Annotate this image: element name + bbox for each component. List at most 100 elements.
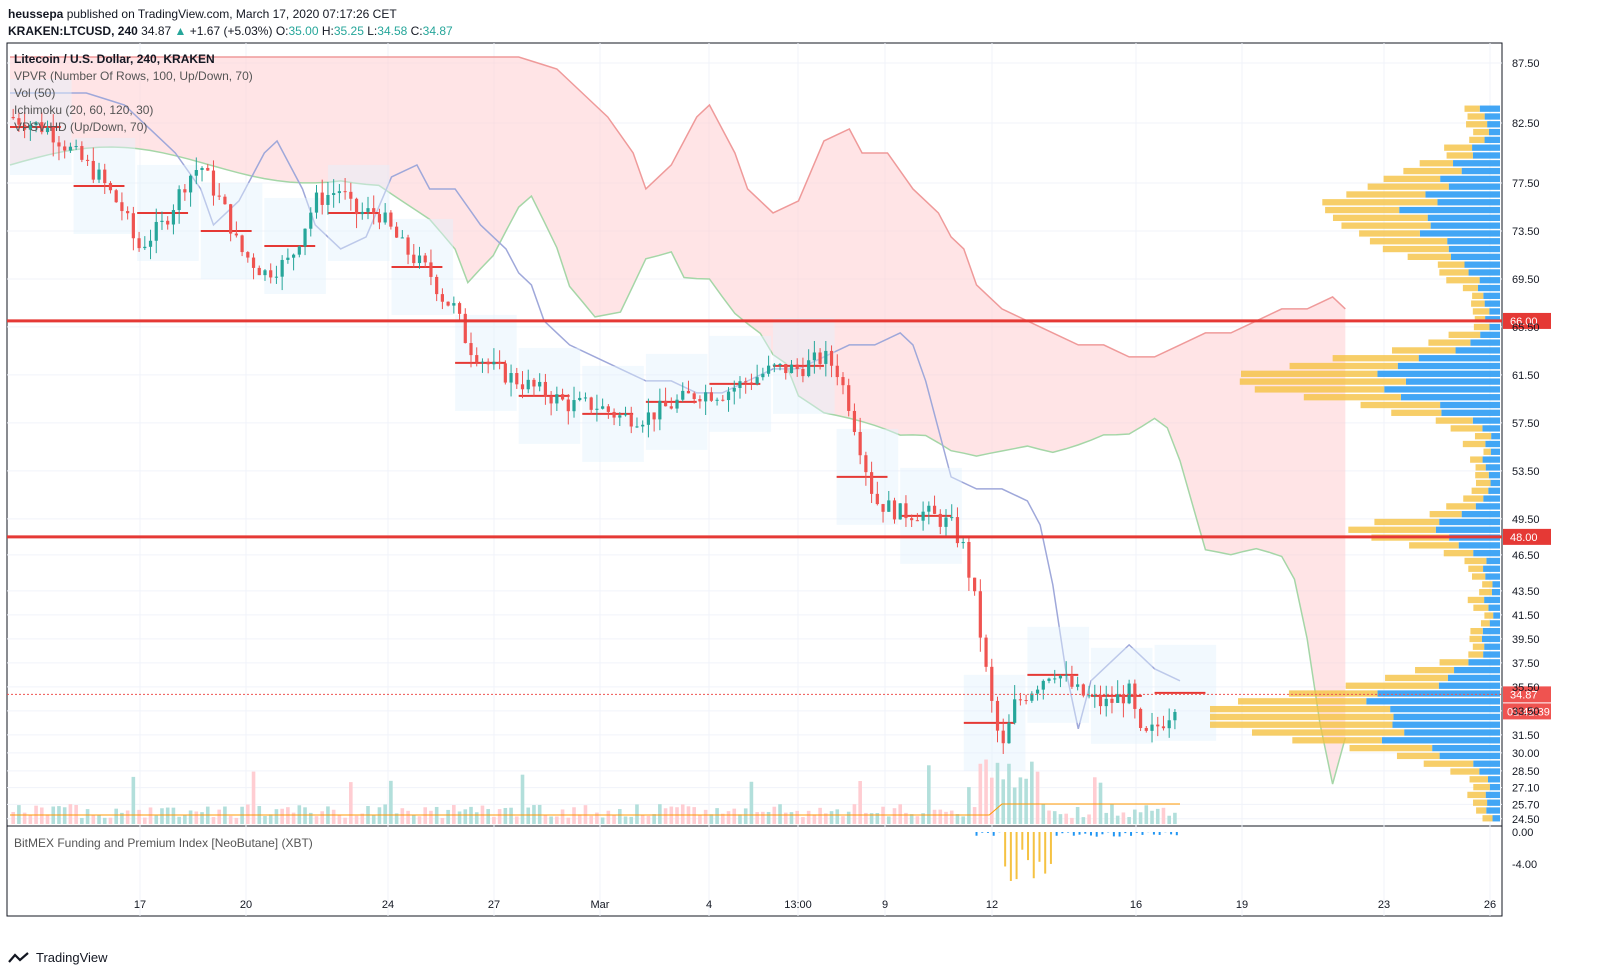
candle-body — [412, 254, 416, 264]
candle-body — [1133, 683, 1137, 709]
y-tick-label: 30.00 — [1512, 748, 1540, 760]
volume-bar — [280, 808, 284, 824]
funding-bar — [1135, 832, 1138, 833]
vp-down-bar — [1482, 581, 1493, 588]
y-tick-label: 49.50 — [1512, 514, 1540, 526]
vp-down-bar — [1435, 417, 1473, 424]
candle-body — [950, 517, 954, 519]
vp-up-bar — [1448, 183, 1500, 190]
subpane-title[interactable]: BitMEX Funding and Premium Index [NeoBut… — [14, 836, 313, 850]
candle-body — [955, 517, 960, 544]
candle-body — [984, 637, 988, 667]
vp-up-bar — [1492, 581, 1500, 588]
funding-bar — [975, 832, 978, 836]
vp-up-bar — [1489, 308, 1500, 315]
y-tick-label: 28.50 — [1512, 766, 1540, 778]
candle-body — [343, 191, 347, 193]
volume-bar — [806, 810, 811, 824]
volume-bar — [446, 809, 450, 824]
candle-body — [126, 211, 130, 214]
volume-bar — [1052, 811, 1057, 824]
volume-bar — [640, 815, 645, 824]
candle-body — [188, 175, 193, 193]
candle-body — [263, 270, 267, 276]
legend-volume[interactable]: Vol (50) — [14, 86, 55, 100]
funding-bar — [1112, 832, 1115, 837]
candle-body — [469, 343, 473, 356]
vp-up-bar — [1472, 152, 1500, 159]
volume-bar — [492, 816, 496, 824]
funding-bar — [1170, 832, 1173, 835]
volume-bar — [738, 814, 742, 824]
volume-bar — [595, 812, 599, 824]
vp-up-bar — [1399, 206, 1500, 214]
volume-bar — [200, 812, 204, 824]
volume-bar — [28, 814, 33, 824]
candle-body — [812, 352, 816, 361]
candle-body — [807, 360, 811, 377]
volume-bar — [371, 815, 376, 824]
span-a-line — [9, 146, 1347, 785]
volume-bar — [114, 808, 118, 824]
y-tick-label: 27.10 — [1512, 783, 1540, 795]
candle-body — [538, 381, 542, 387]
candle-body — [63, 146, 67, 151]
candle-body — [1024, 700, 1028, 702]
candle-body — [841, 377, 845, 386]
volume-bar — [85, 809, 90, 824]
vp-down-bar — [1450, 425, 1483, 432]
vp-down-bar — [1396, 752, 1440, 760]
volume-bar — [1155, 808, 1160, 824]
vp-up-bar — [1490, 479, 1500, 487]
vp-up-bar — [1405, 378, 1500, 385]
volume-bar — [692, 807, 696, 824]
volume-bar — [1133, 809, 1137, 824]
volume-bar — [1024, 778, 1028, 824]
vp-up-bar — [1490, 448, 1500, 455]
candle-body — [137, 238, 141, 249]
vp-down-bar — [1479, 589, 1492, 596]
volume-bar — [612, 814, 616, 824]
price-axis[interactable]: 87.50 82.50 77.50 73.50 69.50 65.50 61.50 57.50… — [1512, 58, 1540, 826]
vp-down-bar — [1474, 316, 1486, 323]
candle-body — [291, 254, 296, 258]
vp-down-bar — [1403, 167, 1462, 175]
vp-down-bar — [1409, 542, 1459, 549]
horizontal-levels[interactable]: 66.00 48.00 34.87 01:42:39 — [7, 312, 1551, 720]
legend-ichimoku[interactable]: Ichimoku (20, 60, 120, 30) — [14, 103, 153, 117]
candle-body — [68, 146, 73, 151]
vp-down-bar — [1367, 183, 1449, 190]
volume-bar — [846, 811, 851, 824]
vp-down-bar — [1439, 269, 1469, 276]
level-tag-label: 66.00 — [1510, 316, 1538, 328]
candle-body — [80, 146, 84, 160]
vp-up-bar — [1461, 167, 1500, 175]
vp-down-bar — [1238, 698, 1367, 705]
candle-body — [910, 518, 914, 521]
volume-bar — [875, 813, 880, 824]
vp-down-bar — [1322, 199, 1438, 206]
volume-bar — [1144, 805, 1149, 824]
volume-bar — [904, 812, 908, 824]
volume-bar — [835, 809, 840, 824]
volume-bar — [165, 807, 170, 824]
time-axis[interactable]: 17 20 24 27 Mar 4 13:00 9 12 16 19 23 26 — [134, 899, 1496, 911]
close-label: C: — [410, 24, 423, 38]
vp-down-bar — [1473, 128, 1489, 136]
author-name[interactable]: heussepa — [8, 7, 64, 21]
vp-up-bar — [1484, 113, 1500, 120]
legend-vpsv[interactable]: VPSV HD (Up/Down, 70) — [14, 120, 147, 134]
candle-body — [858, 431, 862, 456]
volume-bar — [989, 777, 994, 824]
candle-body — [337, 191, 341, 194]
y-tick-label: 77.50 — [1512, 178, 1540, 190]
candle-body — [927, 505, 931, 512]
footer-brand[interactable]: TradingView — [8, 950, 108, 965]
candle-body — [629, 413, 633, 427]
vp-down-bar — [1462, 440, 1486, 448]
vp-up-bar — [1479, 277, 1500, 284]
volume-bar — [1115, 815, 1120, 824]
legend-vpvr[interactable]: VPVR (Number Of Rows, 100, Up/Down, 70) — [14, 69, 253, 83]
candle-body — [435, 276, 439, 295]
